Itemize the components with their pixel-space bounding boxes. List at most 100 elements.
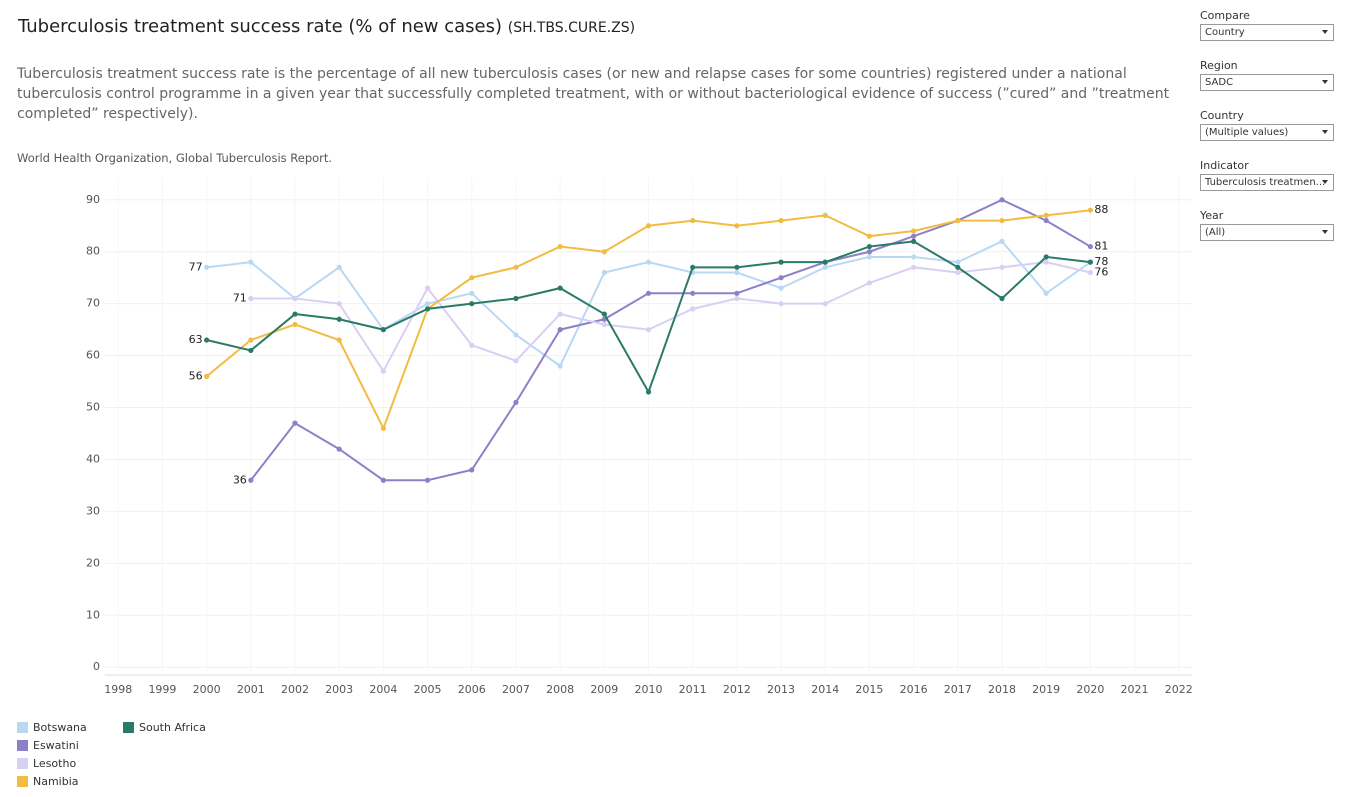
data-point: [911, 228, 917, 234]
x-tick-label: 2021: [1121, 683, 1149, 696]
x-tick-label: 2009: [590, 683, 618, 696]
data-point: [601, 249, 607, 255]
data-point: [734, 295, 740, 302]
data-point: [292, 420, 298, 426]
data-point: [1043, 212, 1049, 218]
x-tick-label: 2004: [369, 683, 397, 696]
y-tick-label: 50: [86, 401, 100, 414]
legend-item[interactable]: Namibia: [17, 772, 79, 790]
data-point: [204, 373, 210, 379]
legend-label: Eswatini: [33, 738, 79, 752]
data-point: [557, 363, 563, 369]
x-tick-label: 2007: [502, 683, 530, 696]
data-point: [866, 233, 873, 239]
legend-label: Botswana: [33, 720, 87, 734]
y-tick-label: 20: [86, 556, 100, 569]
filter-label: Year: [1200, 209, 1224, 222]
data-point: [911, 238, 917, 244]
x-tick-label: 2006: [458, 683, 486, 696]
data-label: 56: [189, 369, 203, 382]
data-label: 78: [1094, 255, 1108, 268]
x-tick-label: 2017: [944, 683, 972, 696]
data-point: [336, 316, 342, 322]
data-point: [336, 446, 342, 452]
filter-dropdown[interactable]: (All): [1200, 224, 1334, 241]
data-point: [822, 264, 828, 270]
filter-label: Country: [1200, 109, 1244, 122]
filter-dropdown[interactable]: (Multiple values): [1200, 124, 1334, 141]
legend-item[interactable]: Eswatini: [17, 736, 79, 754]
legend-item[interactable]: Botswana: [17, 718, 87, 736]
data-point: [1043, 259, 1049, 265]
data-label: 76: [1094, 266, 1108, 279]
legend-item[interactable]: Lesotho: [17, 754, 76, 772]
data-point: [204, 264, 210, 270]
filter: Indicator Tuberculosis treatmen...: [1200, 159, 1334, 209]
data-point: [513, 295, 519, 302]
data-point: [1087, 259, 1093, 265]
y-tick-label: 90: [86, 193, 100, 206]
filter: Country (Multiple values): [1200, 109, 1334, 159]
x-tick-label: 2019: [1032, 683, 1060, 696]
x-tick-label: 2016: [900, 683, 928, 696]
data-point: [999, 264, 1005, 270]
filter-label: Compare: [1200, 9, 1250, 22]
title-code: (SH.TBS.CURE.ZS): [507, 20, 636, 36]
data-point: [248, 295, 254, 302]
y-tick-label: 80: [86, 245, 100, 258]
filter-dropdown[interactable]: SADC: [1200, 74, 1334, 91]
x-tick-label: 2010: [635, 683, 663, 696]
data-point: [513, 358, 519, 364]
data-point: [955, 259, 961, 265]
data-point: [469, 301, 475, 307]
legend-swatch: [123, 721, 134, 733]
data-point: [911, 264, 917, 270]
x-tick-label: 2022: [1165, 683, 1193, 696]
data-point: [601, 321, 607, 328]
data-point: [1087, 243, 1093, 250]
x-tick-label: 1998: [104, 683, 132, 696]
filter: Year (All): [1200, 209, 1334, 259]
data-label: 88: [1094, 203, 1108, 216]
data-point: [336, 264, 342, 270]
data-point: [866, 254, 873, 260]
data-point: [645, 290, 652, 296]
data-point: [911, 254, 917, 260]
data-point: [734, 290, 740, 296]
filter-dropdown[interactable]: Tuberculosis treatmen...: [1200, 174, 1334, 191]
x-tick-label: 2001: [237, 683, 265, 696]
legend-swatch: [17, 739, 28, 751]
x-tick-label: 2018: [988, 683, 1016, 696]
data-point: [601, 311, 607, 317]
data-point: [999, 197, 1005, 203]
data-point: [248, 337, 254, 343]
legend-swatch: [17, 721, 28, 733]
description: Tuberculosis treatment success rate is t…: [17, 66, 1170, 122]
y-tick-label: 60: [86, 349, 100, 362]
legend-swatch: [17, 757, 28, 769]
data-point: [1087, 269, 1093, 276]
data-point: [380, 327, 386, 333]
legend-item[interactable]: South Africa: [123, 718, 206, 736]
data-point: [292, 321, 298, 328]
data-point: [469, 467, 475, 473]
data-point: [513, 399, 519, 405]
data-point: [469, 342, 475, 348]
data-point: [999, 238, 1005, 244]
data-point: [690, 264, 696, 270]
data-point: [778, 301, 784, 307]
data-point: [557, 311, 563, 317]
legend-swatch: [17, 775, 28, 787]
data-point: [690, 217, 696, 224]
legend-label: South Africa: [139, 720, 206, 734]
data-point: [778, 217, 784, 224]
x-tick-label: 2014: [811, 683, 839, 696]
x-tick-label: 1999: [148, 683, 176, 696]
data-point: [204, 337, 210, 343]
data-point: [645, 259, 652, 265]
x-tick-label: 2003: [325, 683, 353, 696]
filter-dropdown[interactable]: Country: [1200, 24, 1334, 41]
data-point: [645, 223, 652, 229]
data-point: [513, 264, 519, 270]
